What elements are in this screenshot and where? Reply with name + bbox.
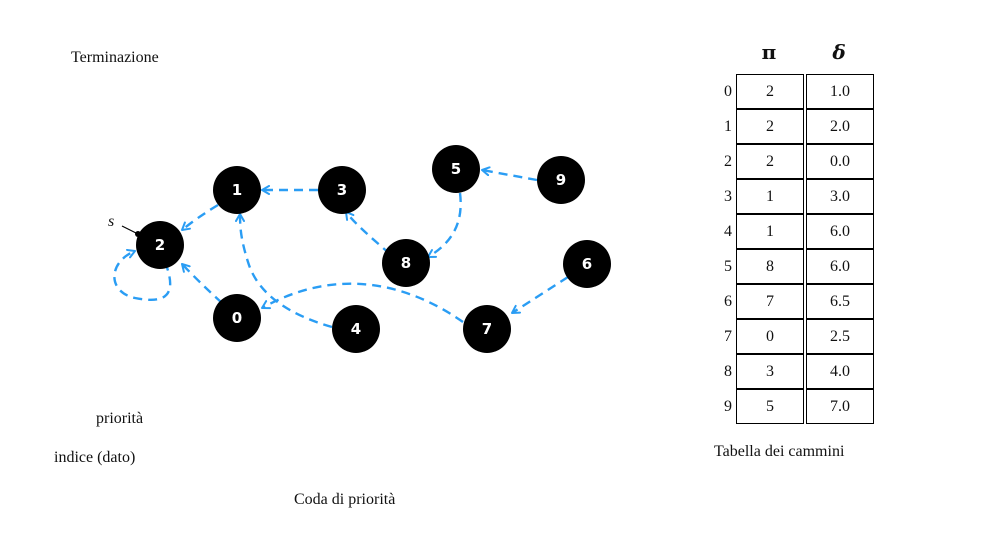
node-1: 1 <box>213 166 261 214</box>
delta-cell: 4.0 <box>806 354 874 389</box>
delta-cell: 6.0 <box>806 214 874 249</box>
delta-cell: 0.0 <box>806 144 874 179</box>
node-3-label: 3 <box>337 181 347 199</box>
delta-cell: 6.0 <box>806 249 874 284</box>
node-4: 4 <box>332 305 380 353</box>
row-index: 1 <box>724 118 732 135</box>
node-2: 2 <box>136 221 184 269</box>
row-index: 8 <box>724 363 732 380</box>
row-index: 6 <box>724 293 732 310</box>
row-index: 5 <box>724 258 732 275</box>
node-8-label: 8 <box>401 254 411 272</box>
graph-diagram: s 0 1 2 3 4 5 6 7 8 9 <box>108 145 611 353</box>
node-0-label: 0 <box>232 309 242 327</box>
row-index: 3 <box>724 188 732 205</box>
delta-cell: 2.0 <box>806 109 874 144</box>
row-index: 7 <box>724 328 732 345</box>
edge-2-self-loop <box>113 248 172 302</box>
edge-5-to-8 <box>427 192 462 259</box>
delta-cell: 7.0 <box>806 389 874 424</box>
edge-9-to-5 <box>481 166 538 182</box>
row-index: 0 <box>724 83 732 100</box>
pi-cell: 0 <box>736 319 804 354</box>
edge-4-to-1 <box>235 213 333 329</box>
row-index: 9 <box>724 398 732 415</box>
source-label: s <box>108 213 114 230</box>
delta-column-header: δ <box>832 40 846 64</box>
node-4-label: 4 <box>351 320 361 338</box>
node-9: 9 <box>537 156 585 204</box>
pi-cell: 1 <box>736 179 804 214</box>
delta-cell: 2.5 <box>806 319 874 354</box>
pi-cell: 2 <box>736 109 804 144</box>
row-index: 2 <box>724 153 732 170</box>
node-7: 7 <box>463 305 511 353</box>
pi-cell: 8 <box>736 249 804 284</box>
queue-priority-label: priorità <box>96 410 144 427</box>
node-1-label: 1 <box>232 181 242 199</box>
title: Terminazione <box>71 49 159 66</box>
paths-table-caption: Tabella dei cammini <box>714 443 845 460</box>
row-index: 4 <box>724 223 732 240</box>
pi-column-header: π <box>761 40 777 64</box>
delta-cell: 1.0 <box>806 74 874 109</box>
pi-cell: 2 <box>736 144 804 179</box>
delta-cell: 6.5 <box>806 284 874 319</box>
delta-cell: 3.0 <box>806 179 874 214</box>
pi-cell: 2 <box>736 74 804 109</box>
node-6: 6 <box>563 240 611 288</box>
edge-1-to-2 <box>181 203 219 231</box>
pi-cell: 7 <box>736 284 804 319</box>
node-2-label: 2 <box>155 236 165 254</box>
pi-cell: 5 <box>736 389 804 424</box>
node-0: 0 <box>213 294 261 342</box>
node-6-label: 6 <box>582 255 592 273</box>
node-5: 5 <box>432 145 480 193</box>
edge-7-to-0 <box>261 282 464 323</box>
edge-0-to-2 <box>181 263 223 304</box>
edge-8-to-3 <box>345 211 391 255</box>
node-5-label: 5 <box>451 160 461 178</box>
edge-6-to-7 <box>510 275 569 315</box>
pi-cell: 3 <box>736 354 804 389</box>
node-3: 3 <box>318 166 366 214</box>
pi-cell: 1 <box>736 214 804 249</box>
node-7-label: 7 <box>482 320 492 338</box>
node-8: 8 <box>382 239 430 287</box>
queue-caption: Coda di priorità <box>294 491 396 508</box>
node-9-label: 9 <box>556 171 566 189</box>
queue-index-label: indice (dato) <box>54 449 136 466</box>
